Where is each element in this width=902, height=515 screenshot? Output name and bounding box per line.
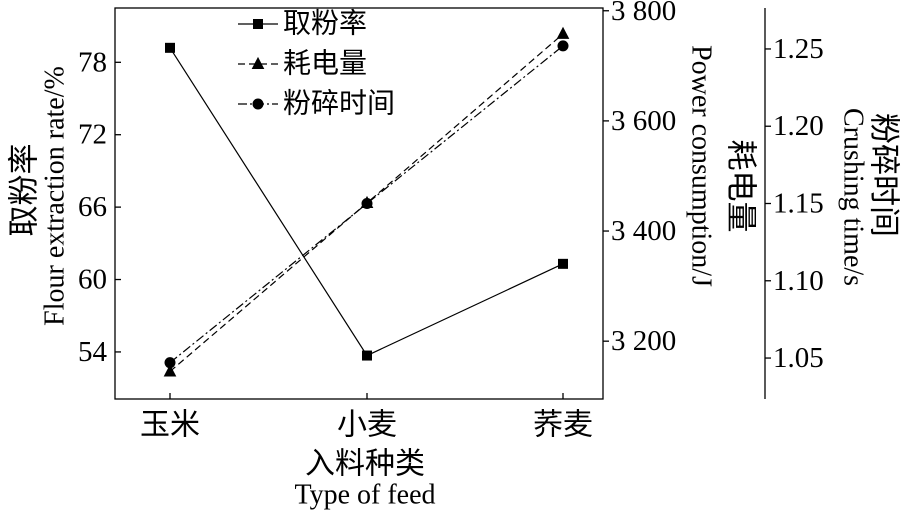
right-axis-tick-label: 1.15 — [773, 188, 824, 220]
flour-extraction-rate-point — [362, 350, 372, 361]
plot-frame — [114, 7, 604, 400]
legend-label: 取粉率 — [283, 8, 367, 40]
crushing-time-series-line — [169, 45, 564, 364]
legend-label: 耗电量 — [283, 48, 367, 80]
crushing-time-point — [361, 198, 373, 209]
middle-axis-tick-label: 3 600 — [611, 105, 676, 137]
middle-axis-title-cn: 耗电量 — [724, 140, 759, 233]
middle-axis-tick-label: 3 800 — [611, 0, 676, 27]
power-consumption-point — [163, 364, 177, 377]
x-axis-title-en: Type of feed — [294, 480, 435, 511]
right-axis-tick-label: 1.20 — [773, 110, 824, 142]
left-axis-tick-label: 72 — [78, 119, 107, 151]
middle-axis-tick-label: 3 400 — [611, 215, 676, 247]
legend-item-flour-extraction-rate: 取粉率 — [238, 8, 367, 40]
x-axis-tick-label: 玉米 — [140, 409, 200, 442]
right-axis-title-en: Crushing time/s — [838, 108, 869, 286]
right-axis-tick-label: 1.10 — [773, 265, 824, 297]
left-axis-tick-label: 66 — [78, 191, 107, 223]
left-axis-tick-label: 54 — [78, 336, 108, 368]
legend-item-power-consumption: 耗电量 — [238, 48, 367, 80]
flour-extraction-rate-point — [558, 258, 568, 269]
axis-ticks: 54 60 66 72 78 3 200 3 400 3 600 3 800 1.05 1.10 1.… — [78, 0, 824, 442]
crushing-time-point — [164, 357, 176, 369]
left-axis-title-en: Flour extraction rate/% — [40, 66, 71, 326]
flour-extraction-rate-point — [165, 42, 175, 53]
axis-titles: 取粉率 Flour extraction rate/% Power consum… — [7, 45, 902, 510]
right-axis-tick-label: 1.25 — [773, 33, 824, 65]
right-axis-tick-label: 1.05 — [773, 342, 824, 374]
legend-label: 粉碎时间 — [283, 88, 395, 120]
middle-axis-tick-label: 3 200 — [611, 325, 676, 357]
middle-axis-title-en: Power consumption/J — [686, 45, 717, 287]
x-axis-title-cn: 入料种类 — [305, 448, 425, 481]
right-axis-title-cn: 粉碎时间 — [867, 113, 902, 237]
series-layer — [163, 26, 570, 377]
left-axis-tick-label: 78 — [78, 46, 107, 78]
power-consumption-point — [556, 26, 570, 39]
left-axis-title-cn: 取粉率 — [7, 144, 42, 237]
legend-item-crushing-time: 粉碎时间 — [238, 88, 395, 120]
legend-square-marker — [253, 19, 263, 29]
crushing-time-point — [557, 40, 569, 52]
x-axis-tick-label: 小麦 — [337, 409, 397, 442]
legend-circle-marker — [252, 98, 264, 110]
x-axis-tick-label: 荞麦 — [533, 409, 593, 442]
legend-triangle-marker — [251, 56, 265, 69]
left-axis-tick-label: 60 — [78, 264, 107, 296]
